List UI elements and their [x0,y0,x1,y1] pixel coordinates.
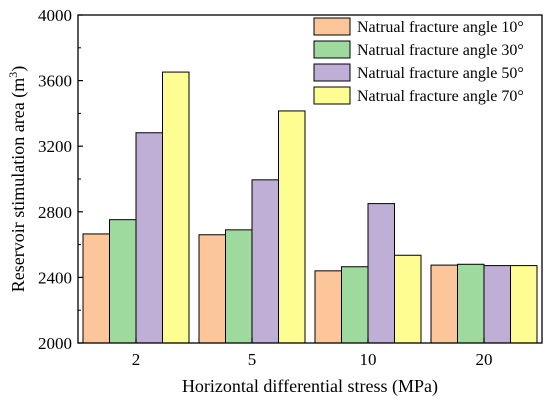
legend-swatch-2 [313,40,351,59]
bar-20-series-1 [430,264,458,344]
bar-10-series-2 [341,266,369,344]
x-axis: 2 5 10 20 [132,338,493,369]
y-tick-label-4000: 4000 [38,6,72,25]
legend-label-4: Natrual fracture angle 70° [357,88,524,105]
y-tick-label-2400: 2400 [38,268,72,287]
bar-5-series-3 [251,179,279,344]
bar-5-series-2 [225,229,253,344]
x-tick-label-5: 5 [248,350,257,369]
bar-2-series-3 [135,132,163,344]
bar-10-series-1 [314,270,342,344]
bar-2-series-4 [162,71,190,344]
bar-20-series-4 [510,265,538,344]
x-tick-label-2: 2 [132,350,141,369]
y-axis-title: Reservoir stimulation area (m3) [6,66,29,292]
y-axis: 2000 2400 2800 3200 3600 4000 [38,6,83,353]
y-tick-label-3200: 3200 [38,137,72,156]
y-axis-title-close: ) [8,66,29,72]
y-tick-label-3600: 3600 [38,72,72,91]
bar-2-series-2 [109,219,137,344]
y-tick-label-2800: 2800 [38,203,72,222]
legend-swatch-4 [313,86,351,105]
bar-20-series-3 [483,265,511,344]
x-tick-label-20: 20 [476,350,493,369]
bar-10-series-3 [367,203,395,344]
legend-label-1: Natrual fracture angle 10° [357,19,524,36]
legend: Natrual fracture angle 10° Natrual fractu… [313,17,524,105]
x-tick-label-10: 10 [360,350,377,369]
y-tick-label-2000: 2000 [38,334,72,353]
legend-swatch-1 [313,17,351,36]
legend-label-2: Natrual fracture angle 30° [357,42,524,59]
y-axis-title-superscript: 3 [6,72,20,78]
bar-2-series-1 [82,233,110,344]
y-axis-title-main: Reservoir stimulation area (m [8,78,29,292]
bar-5-series-4 [278,110,306,344]
bar-10-series-4 [394,254,422,344]
bar-5-series-1 [198,234,226,344]
bar-20-series-2 [457,263,485,344]
x-axis-title: Horizontal differential stress (MPa) [182,376,438,397]
legend-swatch-3 [313,63,351,82]
legend-label-3: Natrual fracture angle 50° [357,65,524,82]
bars-group [82,71,538,344]
